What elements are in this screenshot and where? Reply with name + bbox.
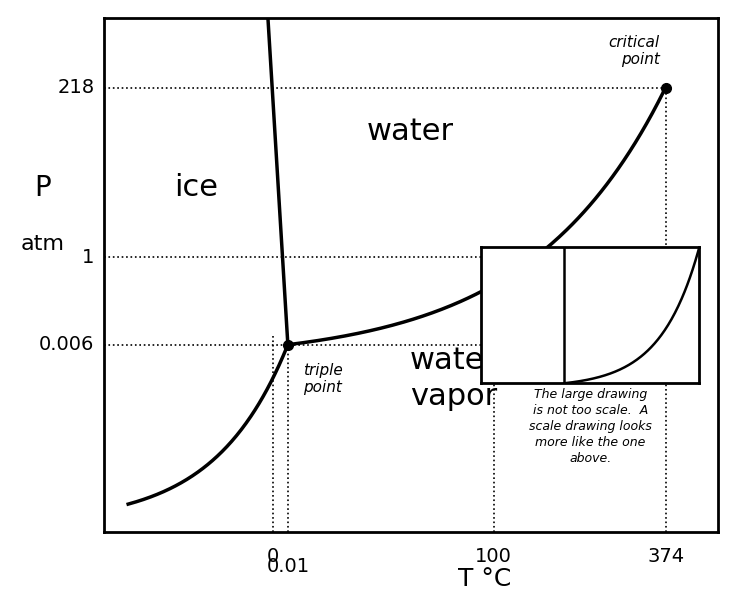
Text: T °C: T °C xyxy=(458,567,511,590)
Text: 100: 100 xyxy=(475,547,512,566)
Text: 0.006: 0.006 xyxy=(39,335,95,354)
Text: 218: 218 xyxy=(57,78,95,97)
Text: 0.01: 0.01 xyxy=(266,557,309,576)
Text: P: P xyxy=(34,174,50,202)
Text: triple
point: triple point xyxy=(303,363,343,395)
Text: The large drawing
is not too scale.  A
scale drawing looks
more like the one
abo: The large drawing is not too scale. A sc… xyxy=(529,388,652,465)
Text: 1: 1 xyxy=(82,248,95,267)
Text: water: water xyxy=(367,117,454,146)
Text: critical
point: critical point xyxy=(608,34,659,67)
Text: water
vapor: water vapor xyxy=(410,345,497,411)
Text: 0: 0 xyxy=(266,547,279,566)
Text: 374: 374 xyxy=(647,547,684,566)
Text: ice: ice xyxy=(174,174,218,202)
Text: atm: atm xyxy=(20,234,64,255)
